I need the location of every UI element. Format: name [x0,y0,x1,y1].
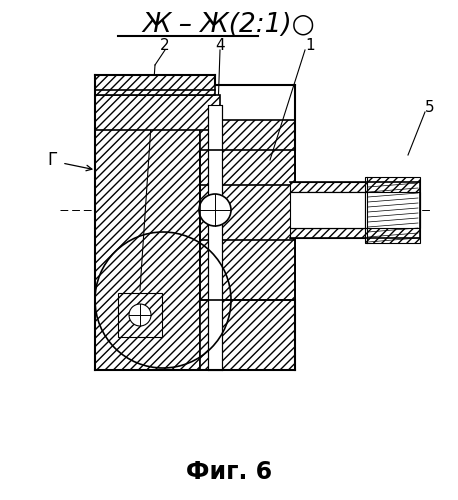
Text: Г: Г [47,151,57,169]
Text: 2: 2 [160,38,170,52]
Bar [200,240,295,300]
Bar [118,293,162,337]
Text: 1: 1 [305,38,315,52]
Bar [365,177,420,243]
Bar [290,228,370,238]
Bar [290,182,370,192]
Bar [95,75,215,95]
Circle shape [129,304,151,326]
Text: 5: 5 [425,100,435,116]
Polygon shape [95,85,295,370]
Bar [290,192,372,228]
Bar [200,120,295,185]
Bar [208,105,222,370]
Text: Фиг. 6: Фиг. 6 [186,460,272,484]
Circle shape [199,194,231,226]
Text: 4: 4 [215,38,225,52]
Bar [365,192,420,228]
Bar [95,95,220,130]
Text: Ж – Ж(2:1)○: Ж – Ж(2:1)○ [143,12,315,38]
Polygon shape [200,290,295,370]
